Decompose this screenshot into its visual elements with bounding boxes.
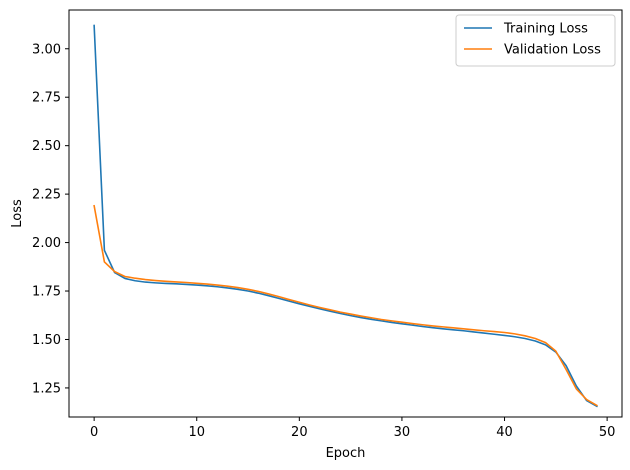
y-tick-label: 2.75: [32, 91, 61, 106]
legend-label: Validation Loss: [504, 43, 601, 58]
x-tick-label: 0: [90, 425, 98, 440]
legend-label: Training Loss: [503, 22, 588, 37]
plot-area: [69, 10, 622, 417]
x-tick-label: 10: [188, 425, 205, 440]
x-tick-label: 20: [291, 425, 308, 440]
y-axis-label: Loss: [10, 199, 25, 228]
y-tick-label: 3.00: [32, 42, 61, 57]
legend: Training Loss Validation Loss: [455, 14, 616, 67]
legend-box: [455, 14, 616, 67]
y-tick-label: 2.00: [32, 236, 61, 251]
y-tick-label: 2.25: [32, 188, 61, 203]
ticks-layer: 0 10 20 30 40 50 1.25 1.50 1.75 2.00 2.25 2.50 2.75 3…: [32, 42, 615, 440]
series-layer: [93, 24, 598, 408]
series-line-validation-loss: [93, 204, 598, 407]
series-line-training-loss: [93, 24, 598, 408]
x-tick-label: 50: [599, 425, 616, 440]
y-tick-label: 1.75: [32, 285, 61, 300]
x-tick-label: 30: [394, 425, 411, 440]
y-tick-label: 1.25: [32, 381, 61, 396]
axes-layer: [68, 9, 623, 418]
x-tick-label: 40: [496, 425, 513, 440]
plot-frame: [68, 9, 623, 418]
y-tick-label: 2.50: [32, 139, 61, 154]
x-axis-label: Epoch: [326, 446, 366, 461]
y-tick-label: 1.50: [32, 333, 61, 348]
